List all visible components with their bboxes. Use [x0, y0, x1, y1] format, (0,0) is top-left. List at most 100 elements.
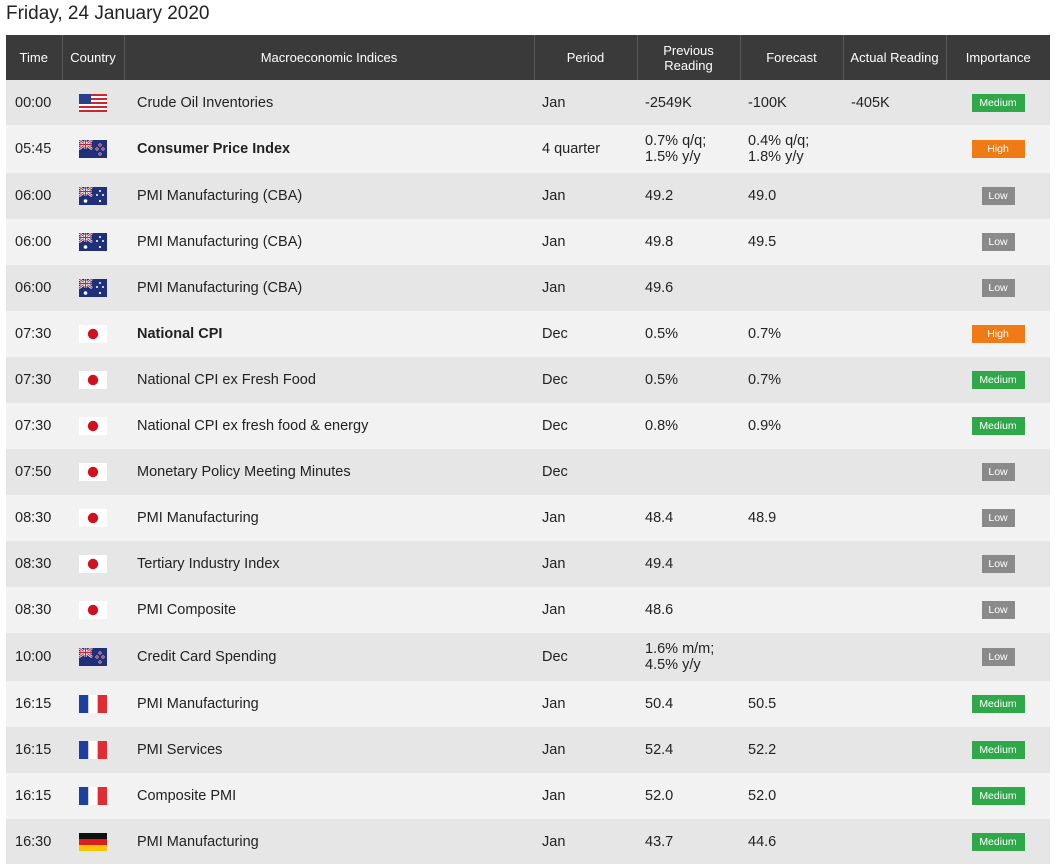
index-name[interactable]: PMI Services: [124, 727, 534, 773]
previous-reading-cell: 43.7: [637, 819, 740, 864]
table-row[interactable]: 08:30 Tertiary Industry Index Jan 49.4 Low: [6, 541, 1050, 587]
index-name[interactable]: Credit Card Spending: [124, 633, 534, 681]
index-name[interactable]: Crude Oil Inventories: [124, 80, 534, 125]
actual-reading-cell: [843, 449, 946, 495]
column-header-actual[interactable]: Actual Reading: [843, 35, 947, 80]
country-cell: [62, 633, 124, 681]
index-name[interactable]: National CPI: [124, 311, 534, 357]
time-cell: 16:15: [6, 727, 62, 773]
country-cell: [62, 449, 124, 495]
table-row[interactable]: 10:00 Credit Card Spending Dec 1.6% m/m; 4.…: [6, 633, 1050, 681]
table-row[interactable]: 07:50 Monetary Policy Meeting Minutes Dec L…: [6, 449, 1050, 495]
table-row[interactable]: 08:30 PMI Composite Jan 48.6 Low: [6, 587, 1050, 633]
actual-reading-cell: [843, 633, 946, 681]
table-row[interactable]: 07:30 National CPI Dec 0.5% 0.7% High: [6, 311, 1050, 357]
country-cell: [62, 173, 124, 219]
forecast-cell: 48.9: [740, 495, 843, 541]
index-name[interactable]: Monetary Policy Meeting Minutes: [124, 449, 534, 495]
table-row[interactable]: 16:30 PMI Manufacturing Jan 43.7 44.6 Medium: [6, 819, 1050, 864]
actual-reading-cell: [843, 727, 946, 773]
importance-badge: Medium: [971, 787, 1025, 805]
actual-reading-cell: [843, 173, 946, 219]
column-header-forecast[interactable]: Forecast: [740, 35, 844, 80]
importance-badge: Medium: [971, 417, 1025, 435]
column-header-importance[interactable]: Importance: [946, 35, 1050, 80]
time-cell: 10:00: [6, 633, 62, 681]
country-cell: [62, 80, 124, 125]
importance-cell: High: [946, 311, 1050, 357]
index-name[interactable]: Consumer Price Index: [124, 125, 534, 173]
importance-badge: Medium: [971, 741, 1025, 759]
table-row[interactable]: 07:30 National CPI ex fresh food & energy…: [6, 403, 1050, 449]
time-cell: 08:30: [6, 495, 62, 541]
column-header-previous[interactable]: Previous Reading: [637, 35, 741, 80]
forecast-cell: 0.9%: [740, 403, 843, 449]
table-header-row: Time Country Macroeconomic Indices Perio…: [6, 35, 1050, 80]
forecast-cell: [740, 587, 843, 633]
importance-cell: High: [946, 125, 1050, 173]
nz-flag-icon: [79, 140, 107, 158]
index-name[interactable]: Composite PMI: [124, 773, 534, 819]
index-name[interactable]: PMI Manufacturing (CBA): [124, 265, 534, 311]
previous-reading-cell: 0.5%: [637, 357, 740, 403]
forecast-cell: 52.0: [740, 773, 843, 819]
us-flag-icon: [79, 93, 107, 112]
importance-badge: Low: [981, 463, 1015, 481]
index-name[interactable]: PMI Manufacturing: [124, 819, 534, 864]
importance-badge: Low: [981, 601, 1015, 619]
importance-cell: Medium: [946, 403, 1050, 449]
time-cell: 06:00: [6, 173, 62, 219]
index-name[interactable]: PMI Manufacturing (CBA): [124, 219, 534, 265]
period-cell: Jan: [534, 681, 637, 727]
jp-flag-icon: [79, 601, 107, 619]
importance-cell: Medium: [946, 727, 1050, 773]
index-name[interactable]: PMI Manufacturing: [124, 681, 534, 727]
index-name[interactable]: PMI Manufacturing (CBA): [124, 173, 534, 219]
au-flag-icon: [79, 279, 107, 297]
table-row[interactable]: 00:00 Crude Oil Inventories Jan -2549K -100K…: [6, 80, 1050, 125]
actual-reading-cell: [843, 403, 946, 449]
actual-reading-cell: [843, 357, 946, 403]
index-name[interactable]: Tertiary Industry Index: [124, 541, 534, 587]
table-row[interactable]: 16:15 PMI Manufacturing Jan 50.4 50.5 Medium: [6, 681, 1050, 727]
index-name[interactable]: PMI Manufacturing: [124, 495, 534, 541]
previous-reading-cell: 49.6: [637, 265, 740, 311]
previous-reading-cell: 49.8: [637, 219, 740, 265]
time-cell: 16:15: [6, 681, 62, 727]
time-cell: 07:30: [6, 311, 62, 357]
actual-reading-cell: [843, 265, 946, 311]
time-cell: 06:00: [6, 265, 62, 311]
index-name[interactable]: PMI Composite: [124, 587, 534, 633]
index-name[interactable]: National CPI ex fresh food & energy: [124, 403, 534, 449]
table-row[interactable]: 06:00 PMI Manufacturing (CBA) Jan 49.6 Low: [6, 265, 1050, 311]
previous-reading-cell: 49.2: [637, 173, 740, 219]
period-cell: Jan: [534, 495, 637, 541]
column-header-index[interactable]: Macroeconomic Indices: [124, 35, 535, 80]
importance-cell: Low: [946, 219, 1050, 265]
importance-badge: High: [971, 140, 1025, 158]
table-row[interactable]: 16:15 Composite PMI Jan 52.0 52.0 Medium: [6, 773, 1050, 819]
table-row[interactable]: 06:00 PMI Manufacturing (CBA) Jan 49.2 49.0 L…: [6, 173, 1050, 219]
table-row[interactable]: 16:15 PMI Services Jan 52.4 52.2 Medium: [6, 727, 1050, 773]
importance-cell: Low: [946, 265, 1050, 311]
column-header-country[interactable]: Country: [62, 35, 125, 80]
time-cell: 16:30: [6, 819, 62, 864]
table-row[interactable]: 06:00 PMI Manufacturing (CBA) Jan 49.8 49.5 L…: [6, 219, 1050, 265]
previous-reading-cell: 48.4: [637, 495, 740, 541]
period-cell: Jan: [534, 773, 637, 819]
period-cell: Dec: [534, 633, 637, 681]
table-row[interactable]: 07:30 National CPI ex Fresh Food Dec 0.5% 0.…: [6, 357, 1050, 403]
period-cell: Dec: [534, 357, 637, 403]
forecast-cell: [740, 541, 843, 587]
table-row[interactable]: 08:30 PMI Manufacturing Jan 48.4 48.9 Low: [6, 495, 1050, 541]
importance-badge: Medium: [971, 832, 1025, 851]
column-header-time[interactable]: Time: [6, 35, 63, 80]
actual-reading-cell: [843, 125, 946, 173]
country-cell: [62, 219, 124, 265]
index-name[interactable]: National CPI ex Fresh Food: [124, 357, 534, 403]
previous-reading-cell: 0.8%: [637, 403, 740, 449]
column-header-period[interactable]: Period: [534, 35, 638, 80]
previous-reading-cell: 48.6: [637, 587, 740, 633]
forecast-cell: 50.5: [740, 681, 843, 727]
table-row[interactable]: 05:45 Consumer Price Index 4 quarter 0.7% q…: [6, 125, 1050, 173]
